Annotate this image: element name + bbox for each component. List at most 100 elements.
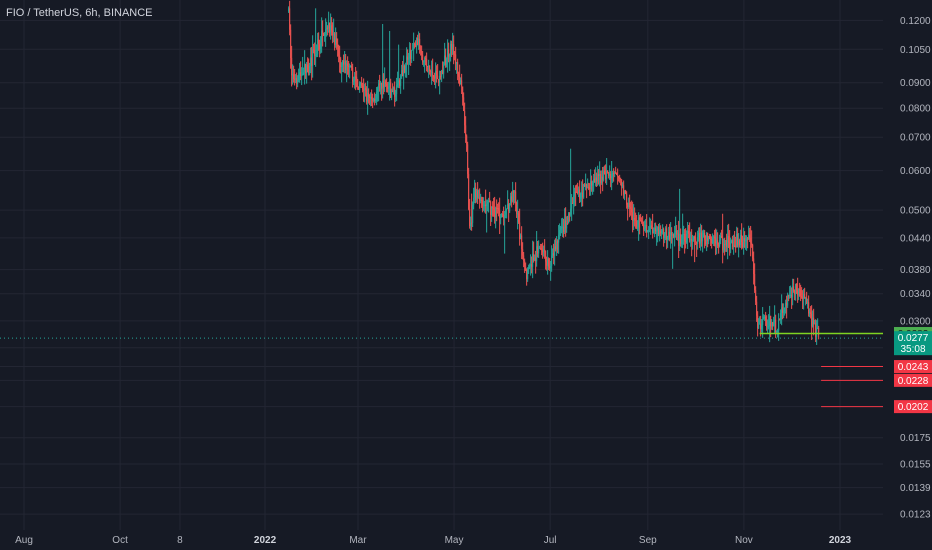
candle-body — [449, 55, 451, 57]
y-tick-label: 0.0440 — [900, 233, 931, 244]
candle-body — [297, 79, 299, 84]
candle-body — [625, 190, 627, 194]
candle-body — [394, 87, 396, 97]
price-tag-label: 0.0243 — [898, 362, 929, 373]
candle-body — [731, 240, 733, 243]
candle-body — [760, 323, 762, 330]
candle-body — [670, 232, 672, 240]
x-tick-label: 2023 — [829, 535, 852, 546]
candle-body — [542, 249, 544, 253]
candle-body — [571, 202, 573, 209]
candle-body — [334, 33, 336, 45]
candle-body — [585, 184, 587, 187]
x-tick-label: Nov — [735, 535, 753, 546]
price-tag-teal — [894, 331, 932, 356]
candle-body — [311, 57, 313, 66]
candle-body — [466, 135, 468, 145]
candle-body — [774, 319, 776, 323]
candle-body — [545, 250, 547, 262]
candle-body — [561, 227, 563, 229]
candle-body — [596, 177, 598, 182]
candle-body — [388, 87, 390, 89]
candle-body — [310, 57, 312, 66]
candle-body — [315, 55, 317, 57]
x-tick-label: Mar — [349, 535, 367, 546]
candle-body — [672, 234, 674, 236]
candle-body — [382, 80, 384, 89]
candle-body — [370, 97, 372, 99]
candle-body — [692, 239, 694, 242]
candle-body — [476, 190, 478, 200]
candle-body — [612, 173, 614, 176]
candle-body — [646, 224, 648, 233]
candle-body — [372, 98, 374, 101]
candle-body — [303, 72, 305, 75]
candle-body — [373, 99, 375, 101]
candle-body — [552, 253, 554, 256]
candle-body — [499, 210, 501, 219]
candlesticks — [0, 0, 883, 345]
candle-body — [718, 245, 720, 247]
candle-body — [661, 230, 663, 234]
candle-body — [324, 33, 326, 36]
candle-body — [689, 233, 691, 241]
candle-body — [400, 76, 402, 86]
candle-body — [389, 82, 391, 88]
candle-body — [322, 30, 324, 34]
candle-body — [455, 54, 457, 64]
candle-body — [565, 220, 567, 229]
candle-body — [802, 296, 804, 300]
candle-body — [330, 25, 332, 33]
candle-body — [296, 78, 298, 84]
candle-body — [772, 322, 774, 326]
candle-body — [746, 238, 748, 240]
candle-body — [720, 235, 722, 241]
candle-body — [520, 235, 522, 240]
candle-body — [676, 230, 678, 235]
candle-body — [594, 178, 596, 183]
candle-body — [621, 180, 623, 187]
y-tick-label: 0.0380 — [900, 265, 931, 276]
x-tick-label: May — [445, 535, 464, 546]
candle-body — [613, 173, 615, 175]
time-axis[interactable]: Aug Oct 8 2022 Mar May Jul Sep Nov 2023 — [15, 535, 851, 546]
price-axis[interactable]: 0.1200 0.1050 0.0900 0.0800 0.0700 0.0600 0.05… — [900, 16, 931, 521]
y-tick-label: 0.0700 — [900, 133, 931, 144]
candle-body — [702, 237, 704, 242]
candle-body — [780, 312, 782, 320]
candle-body — [290, 29, 292, 58]
candle-body — [313, 49, 315, 51]
candle-body — [767, 326, 769, 328]
candle-body — [355, 76, 357, 78]
candle-body — [743, 237, 745, 248]
candle-body — [384, 81, 386, 88]
candle-body — [815, 323, 817, 337]
candle-body — [429, 65, 431, 72]
candle-body — [761, 324, 763, 330]
candle-body — [378, 83, 380, 89]
candle-body — [798, 288, 800, 296]
candle-body — [790, 295, 792, 297]
candle-body — [368, 93, 370, 97]
candle-body — [396, 85, 398, 95]
candle-body — [759, 323, 761, 325]
candle-body — [489, 200, 491, 203]
candle-body — [770, 315, 772, 327]
horizontal-levels[interactable] — [759, 332, 883, 408]
candle-body — [654, 227, 656, 231]
candle-body — [747, 238, 749, 240]
candle-body — [456, 61, 458, 64]
candle-body — [490, 202, 492, 215]
candle-body — [577, 192, 579, 194]
candle-body — [663, 229, 665, 239]
candle-body — [337, 44, 339, 47]
candle-body — [803, 293, 805, 300]
candle-body — [359, 83, 361, 90]
candle-body — [536, 246, 538, 262]
candle-body — [468, 173, 470, 209]
candle-body — [697, 237, 699, 244]
candle-body — [403, 65, 405, 77]
candle-body — [741, 234, 743, 243]
candle-body — [732, 240, 734, 247]
